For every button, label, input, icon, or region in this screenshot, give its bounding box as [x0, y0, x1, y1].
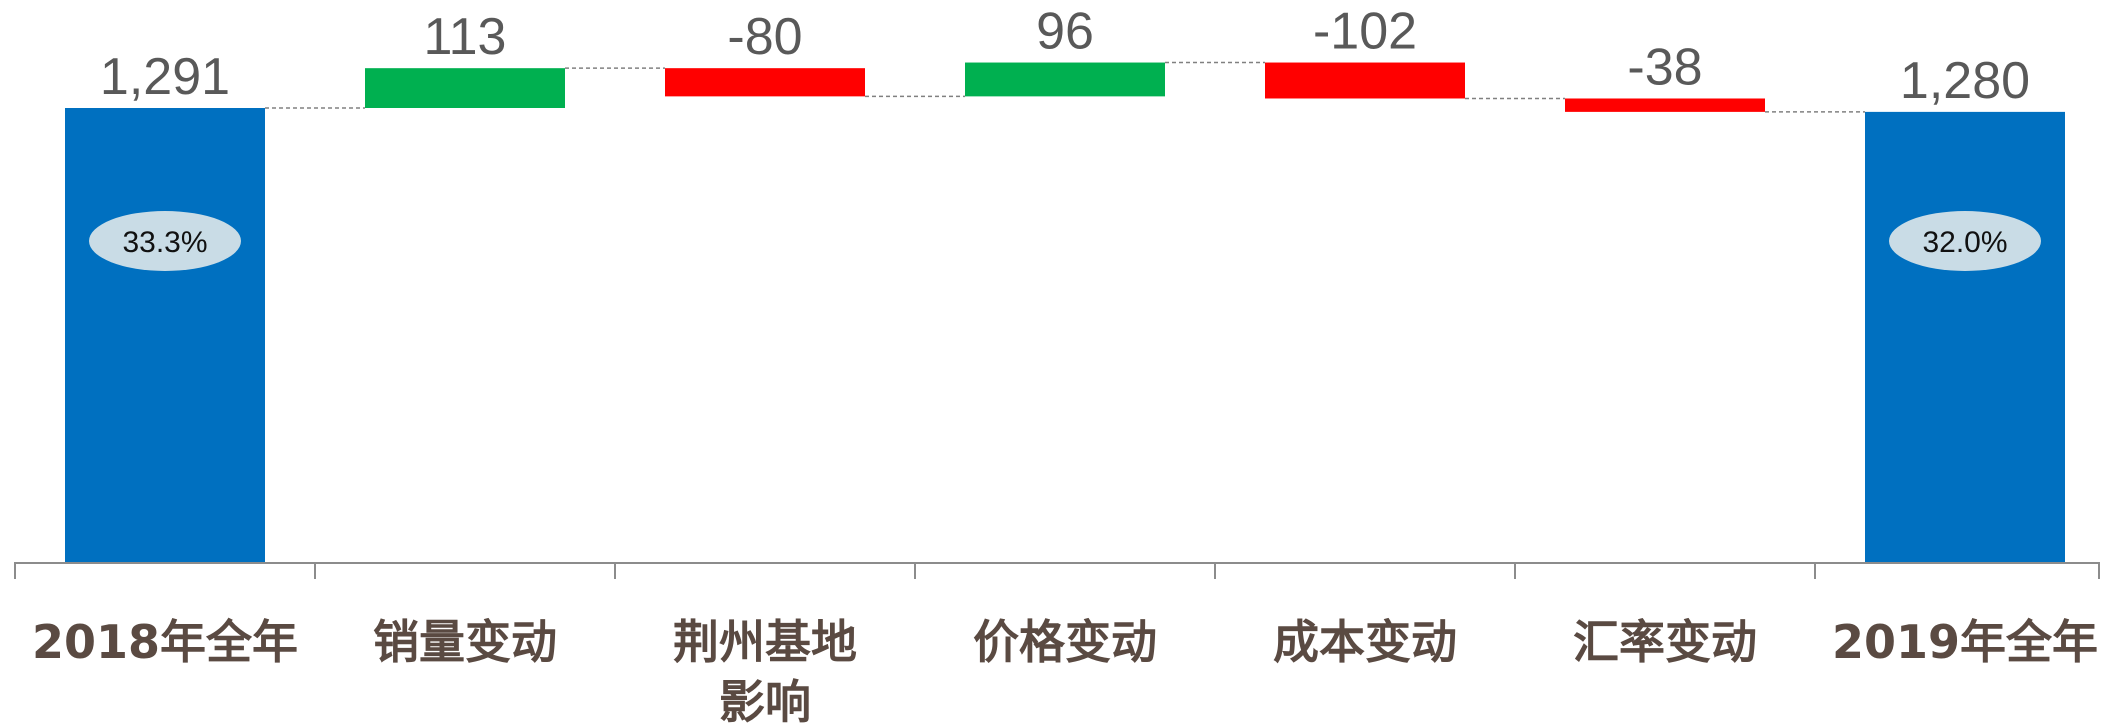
value-label: -102 [1313, 3, 1417, 61]
category-label: 2018年全年 [32, 615, 298, 669]
delta-bar [665, 68, 865, 97]
percent-ellipse [1889, 211, 2041, 271]
delta-bar [965, 62, 1165, 97]
percent-label: 33.3% [122, 226, 207, 259]
value-label: 1,291 [100, 48, 230, 106]
delta-bar [1565, 98, 1765, 112]
category-label: 汇率变动 [1573, 615, 1757, 669]
value-label: -38 [1627, 38, 1702, 96]
value-label: -80 [727, 8, 802, 66]
value-label: 113 [424, 8, 507, 66]
total-bar [1865, 111, 2065, 564]
delta-bar [365, 68, 565, 108]
value-label: 96 [1036, 3, 1094, 61]
category-label: 价格变动 [973, 615, 1157, 669]
category-label: 销量变动 [373, 615, 557, 669]
category-label: 影响 [719, 675, 811, 725]
percent-label: 32.0% [1922, 226, 2007, 259]
total-bar [65, 108, 265, 563]
percent-ellipse [89, 211, 241, 271]
value-label: 1,280 [1900, 52, 2030, 110]
category-label: 荆州基地 [673, 615, 857, 669]
delta-bar [1265, 62, 1465, 99]
category-label: 成本变动 [1273, 615, 1457, 669]
category-label: 2019年全年 [1832, 615, 2098, 669]
